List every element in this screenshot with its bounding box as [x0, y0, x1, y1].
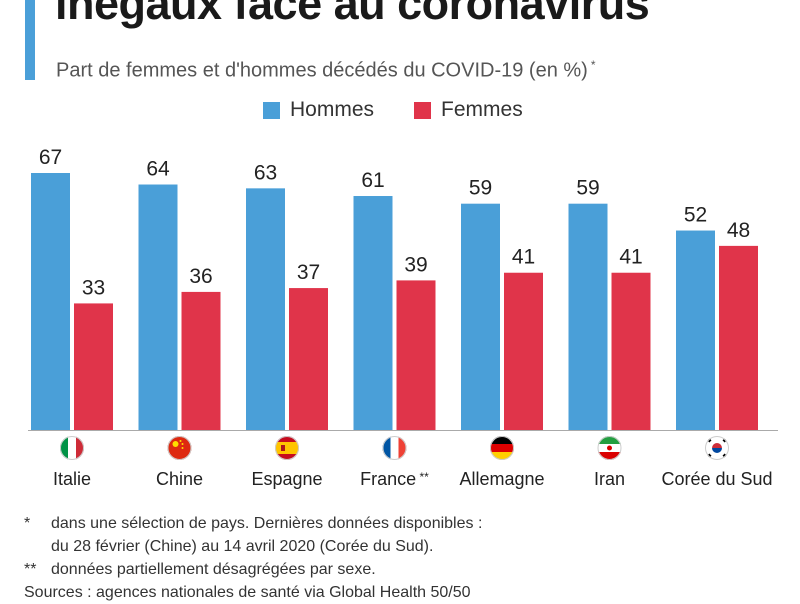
value-label-men-france: 61 [361, 169, 384, 192]
value-label-men-italie: 67 [39, 146, 62, 169]
iran-flag-icon [597, 436, 622, 460]
bar-chart: 67 33 Italie 64 36 Chine 63 37 Espagne 61 39 France… [28, 146, 778, 489]
chart-title: inégaux face au coronavirus [55, 0, 650, 29]
bar-women-chine [181, 291, 221, 430]
italy-flag-icon [60, 436, 84, 460]
chart-subtitle: Part de femmes et d'hommes décédés du CO… [56, 58, 596, 83]
footnote-1-mark: * [24, 515, 31, 532]
legend: Hommes Femmes [263, 98, 563, 122]
bar-women-coree-du-sud [719, 245, 758, 430]
category-label-allemagne: Allemagne [459, 469, 544, 489]
footnote-2: ** données partiellement désagrégées par… [24, 558, 482, 581]
bar-women-france [396, 280, 436, 430]
france-flag-icon [382, 436, 407, 460]
spain-flag-icon [275, 436, 299, 460]
footnote-1-line-1: dans une sélection de pays. Dernières do… [51, 515, 483, 532]
category-label-coree-du-sud: Corée du Sud [661, 469, 772, 489]
bar-men-allemagne [461, 203, 500, 430]
bar-men-italie [31, 173, 70, 430]
footnote-2-text: données partiellement désagrégées par se… [51, 561, 376, 578]
bar-men-espagne [246, 188, 285, 430]
iran-flag-outline [597, 436, 622, 460]
bar-men-france [353, 196, 393, 430]
italy-flag-outline [60, 436, 84, 460]
value-label-women-italie: 33 [82, 276, 105, 299]
value-label-men-espagne: 63 [254, 161, 277, 184]
value-label-women-chine: 36 [189, 265, 212, 288]
value-label-men-coree-du-sud: 52 [684, 204, 707, 227]
category-label-espagne: Espagne [251, 469, 322, 489]
france-flag-outline [382, 436, 407, 460]
value-label-women-espagne: 37 [297, 261, 320, 284]
category-label-iran: Iran [594, 469, 625, 489]
footnote-2-mark: ** [24, 561, 37, 578]
category-label-chine: Chine [156, 469, 203, 489]
germany-flag-outline [490, 436, 514, 460]
legend-label-men: Hommes [290, 98, 375, 121]
category-label-italie: Italie [53, 469, 91, 489]
footnotes: * dans une sélection de pays. Dernières … [24, 512, 482, 604]
subtitle-text: Part de femmes et d'hommes décédés du CO… [56, 59, 588, 82]
value-label-men-iran: 59 [576, 177, 599, 200]
legend-item-women: Femmes [414, 98, 523, 122]
bar-men-iran [568, 203, 608, 430]
value-label-men-allemagne: 59 [469, 177, 492, 200]
bar-women-espagne [289, 288, 328, 430]
sources: Sources : agences nationales de santé vi… [24, 584, 471, 601]
bar-women-italie [74, 303, 113, 430]
value-label-women-france: 39 [404, 253, 427, 276]
legend-swatch-women [414, 101, 432, 119]
legend-item-men: Hommes [263, 98, 374, 122]
legend-label-women: Femmes [441, 98, 523, 121]
footnote-1-line-2: du 28 février (Chine) au 14 avril 2020 (… [51, 538, 434, 555]
legend-swatch-men [263, 101, 280, 119]
subtitle-footnote-mark: * [590, 58, 596, 72]
category-label-france: France ** [360, 469, 429, 489]
value-label-men-chine: 64 [146, 158, 170, 181]
south-korea-flag-outline [705, 436, 729, 460]
accent-bar [25, 0, 35, 80]
value-label-women-iran: 41 [619, 246, 642, 269]
footnote-1: * dans une sélection de pays. Dernières … [24, 512, 482, 535]
germany-flag-icon [490, 436, 514, 460]
value-label-women-allemagne: 41 [512, 246, 535, 269]
bar-women-iran [611, 272, 651, 430]
bar-men-chine [138, 184, 178, 430]
china-flag-outline [167, 436, 192, 460]
bar-women-allemagne [504, 272, 543, 430]
bar-men-coree-du-sud [676, 230, 715, 430]
spain-flag-outline [275, 436, 299, 460]
value-label-women-coree-du-sud: 48 [727, 219, 750, 242]
